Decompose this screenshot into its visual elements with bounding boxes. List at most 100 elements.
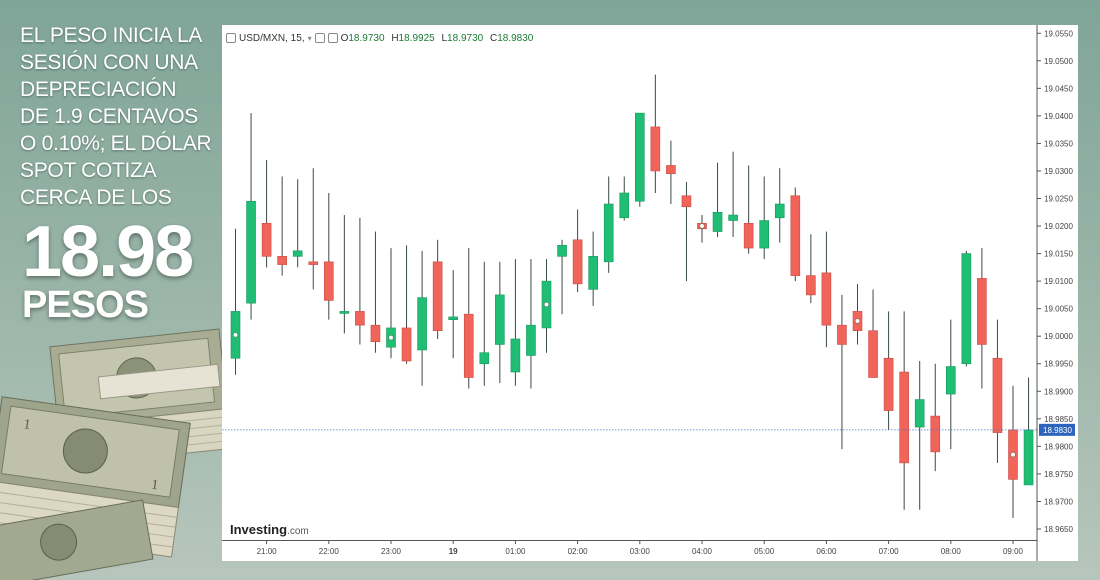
candle-body	[432, 261, 443, 331]
candle-body	[774, 203, 785, 219]
y-tick-label: 18.9900	[1044, 387, 1073, 396]
candle-body	[681, 195, 692, 208]
candle-body	[728, 214, 738, 221]
candle-marker	[388, 334, 394, 341]
candle-body	[417, 297, 427, 351]
candle-body	[977, 278, 987, 345]
candle-body	[401, 327, 412, 362]
candle-body	[479, 352, 490, 365]
axes: 19.0550 19.0500 19.0450 19.0400 19.0350 19.03…	[222, 25, 1075, 561]
candle-body	[495, 294, 505, 345]
y-tick-label: 19.0050	[1044, 305, 1073, 314]
x-tick-label: 23:00	[381, 547, 402, 556]
y-tick-label: 18.9700	[1044, 497, 1073, 506]
candle-body	[790, 195, 801, 276]
money-stack-image: 1 1	[0, 328, 222, 580]
y-tick-label: 19.0100	[1044, 277, 1073, 286]
y-tick-label: 18.9950	[1044, 360, 1073, 369]
headline-line: EL PESO INICIA LA	[20, 24, 203, 47]
high-label: H	[391, 32, 399, 44]
low-value: 18.9730	[447, 32, 484, 44]
x-tick-label: 04:00	[692, 547, 713, 556]
settings-icon[interactable]	[314, 33, 325, 43]
candle-body	[246, 200, 256, 304]
candle-body	[914, 399, 925, 428]
symbol-label[interactable]: USD/MXN, 15,	[239, 32, 305, 44]
y-tick-label: 19.0150	[1044, 250, 1073, 259]
brand-name: Investing	[230, 522, 288, 537]
chart-header: USD/MXN, 15, ▾ O18.9730 H18.9925 L18.973…	[226, 30, 537, 46]
candle-body	[1023, 429, 1034, 486]
headline-line: O 0.10%; EL DÓLAR	[20, 132, 212, 155]
candle-marker	[1010, 452, 1016, 458]
candle-body	[961, 253, 972, 365]
candle-body	[634, 112, 645, 202]
x-tick-label: 02:00	[568, 547, 589, 556]
last-price-tag	[1039, 423, 1075, 436]
candle-body	[837, 324, 847, 345]
headline-price: 18.98	[22, 212, 194, 292]
candle-marker	[543, 301, 550, 308]
close-icon[interactable]	[327, 33, 338, 43]
candle-body	[355, 311, 365, 326]
y-tick-label: 19.0500	[1044, 57, 1073, 66]
candlestick-chart: 19.0550 19.0500 19.0450 19.0400 19.0350 19.03…	[222, 25, 1075, 561]
open-label: O	[340, 32, 349, 44]
y-tick-label: 18.9650	[1044, 525, 1073, 534]
x-tick-label: 09:00	[1003, 547, 1024, 556]
y-tick-label: 19.0550	[1044, 29, 1073, 38]
candle-body	[572, 239, 583, 285]
y-tick-label: 19.0200	[1044, 222, 1073, 231]
candle-body	[712, 211, 723, 232]
candle-body	[261, 222, 272, 257]
y-tick-label: 19.0450	[1044, 84, 1073, 93]
x-tick-label: 07:00	[879, 547, 900, 556]
candle-body	[868, 330, 878, 378]
y-tick-label: 19.0000	[1044, 332, 1073, 341]
headline-line: DE 1.9 CENTAVOS	[20, 105, 198, 128]
x-tick-label: 19	[449, 547, 458, 556]
headline-line: SPOT COTIZA	[20, 159, 157, 182]
collapse-icon[interactable]	[226, 33, 236, 43]
candle-body	[743, 222, 754, 249]
candle-body	[308, 261, 319, 265]
close-label: C	[489, 32, 498, 44]
headline-unit: PESOS	[22, 284, 149, 326]
candle-body	[339, 311, 350, 314]
candle-body	[448, 316, 458, 320]
svg-text:1: 1	[22, 417, 31, 433]
y-tick-label: 18.9750	[1044, 470, 1073, 479]
candle-body	[945, 366, 956, 395]
candle-body	[370, 324, 381, 343]
candle-marker	[699, 223, 705, 229]
candle-body	[526, 324, 536, 356]
candle-body	[992, 357, 1003, 433]
headline-line: DEPRECIACIÓN	[20, 78, 177, 101]
candle-body	[324, 261, 334, 301]
candle-body	[930, 415, 941, 453]
svg-text:1: 1	[150, 478, 159, 494]
high-value: 18.9925	[398, 32, 435, 44]
ohlc-readout: O18.9730 H18.9925 L18.9730 C18.9830	[341, 33, 538, 44]
candle-body	[588, 256, 598, 290]
headline-line: SESIÓN CON UNA	[20, 51, 198, 74]
chart-panel: 19.0550 19.0500 19.0450 19.0400 19.0350 19.03…	[222, 25, 1078, 561]
y-tick-label: 18.9850	[1044, 415, 1073, 424]
brand-suffix: .com	[287, 526, 309, 537]
candle-body	[463, 313, 474, 378]
investing-logo: Investing.com	[230, 522, 309, 537]
x-tick-label: 22:00	[319, 547, 340, 556]
candle-body	[619, 192, 630, 219]
candle-body	[899, 371, 909, 464]
y-tick-label: 19.0250	[1044, 195, 1073, 204]
y-tick-label: 18.9800	[1044, 442, 1073, 451]
candles	[230, 74, 1034, 518]
candle-body	[650, 126, 661, 172]
chevron-down-icon[interactable]: ▾	[307, 33, 312, 43]
x-tick-label: 03:00	[630, 547, 651, 556]
x-tick-label: 06:00	[816, 547, 837, 556]
y-tick-label: 19.0350	[1044, 139, 1073, 148]
candle-body	[666, 165, 676, 175]
candle-body	[821, 272, 832, 326]
headline: EL PESO INICIA LA SESIÓN CON UNA DEPRECI…	[20, 22, 220, 211]
